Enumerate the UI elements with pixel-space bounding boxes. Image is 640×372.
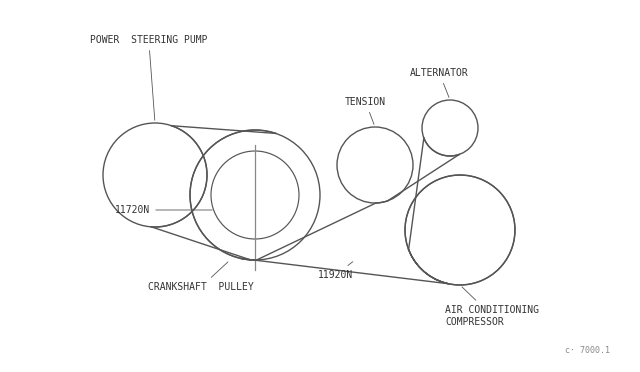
Text: ALTERNATOR: ALTERNATOR — [410, 68, 468, 97]
Text: 11920N: 11920N — [318, 262, 353, 280]
Text: 11720N: 11720N — [115, 205, 212, 215]
Text: POWER  STEERING PUMP: POWER STEERING PUMP — [90, 35, 207, 120]
Text: AIR CONDITIONING
COMPRESSOR: AIR CONDITIONING COMPRESSOR — [445, 287, 539, 327]
Text: c· 7000.1: c· 7000.1 — [565, 346, 610, 355]
Text: TENSION: TENSION — [345, 97, 386, 124]
Text: CRANKSHAFT  PULLEY: CRANKSHAFT PULLEY — [148, 262, 253, 292]
